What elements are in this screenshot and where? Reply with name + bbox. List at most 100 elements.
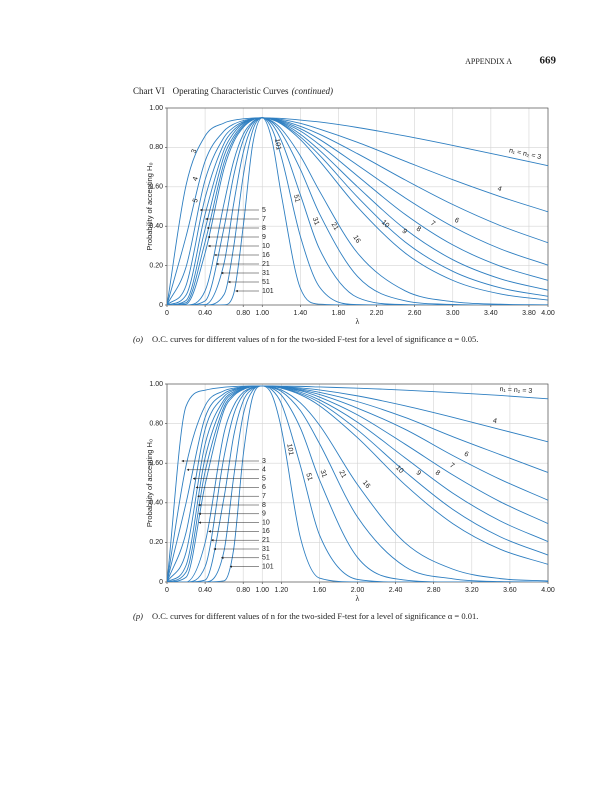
- y-tick-label: 0.80: [149, 420, 163, 427]
- curve-key-label: 21: [262, 261, 270, 268]
- y-tick-label: 1.00: [149, 381, 163, 388]
- heading-text: Operating Characteristic Curves: [173, 86, 289, 96]
- caption-label: (p): [133, 611, 143, 621]
- caption-label: (o): [133, 334, 143, 344]
- curve-key-label: 3: [262, 458, 266, 465]
- heading-label: Chart VI: [133, 86, 165, 96]
- x-tick-label: 3.80: [522, 310, 536, 317]
- x-tick-label: 1.00: [255, 310, 269, 317]
- heading-note: (continued): [292, 86, 333, 96]
- curve-label: 6: [463, 451, 470, 459]
- x-tick-label: 4.00: [541, 310, 555, 317]
- curve-label: 31: [318, 469, 327, 479]
- oc-curve: [167, 385, 548, 582]
- y-tick-label: 0.60: [149, 460, 163, 467]
- curve-key-label: 101: [262, 563, 274, 570]
- y-tick-label: 1.00: [149, 105, 163, 112]
- x-tick-label: 1.40: [294, 310, 308, 317]
- x-axis-label: λ: [356, 317, 360, 326]
- oc-curve: [167, 117, 548, 305]
- x-tick-label: 0: [165, 310, 169, 317]
- x-tick-label: 0: [165, 587, 169, 594]
- x-tick-label: 2.00: [351, 587, 365, 594]
- curve-label: 31: [311, 216, 320, 226]
- x-tick-label: 2.80: [427, 587, 441, 594]
- y-tick-label: 0.60: [149, 184, 163, 191]
- page-number: 669: [540, 55, 557, 67]
- curve-key-label: 8: [262, 225, 266, 232]
- curve-label: 16: [361, 479, 371, 490]
- curves: [167, 117, 548, 305]
- y-tick-label: 0.80: [149, 144, 163, 151]
- curve-key-label: 31: [262, 546, 270, 553]
- oc-curve: [167, 385, 548, 582]
- curve-key-label: 4: [262, 467, 266, 474]
- oc-curve: [167, 117, 548, 305]
- y-tick-label: 0.40: [149, 500, 163, 507]
- y-tick-label: 0: [159, 302, 163, 309]
- y-tick-label: 0.20: [149, 262, 163, 269]
- x-tick-label: 0.80: [236, 587, 250, 594]
- x-tick-label: 1.20: [274, 587, 288, 594]
- curve-key-label: 51: [262, 555, 270, 562]
- oc-curve: [167, 117, 548, 305]
- running-head: APPENDIX A: [465, 57, 512, 66]
- curve-label: 51: [292, 194, 301, 203]
- x-tick-label: 0.40: [198, 310, 212, 317]
- x-tick-label: 0.40: [198, 587, 212, 594]
- oc-curve: [167, 385, 548, 582]
- curve-label: 10: [380, 219, 391, 230]
- curve-key-label: 7: [262, 216, 266, 223]
- y-axis-label: Probability of accepting H₀: [145, 162, 154, 250]
- x-tick-label: 3.00: [446, 310, 460, 317]
- curve-label: 4: [492, 418, 498, 426]
- x-tick-label: 2.20: [370, 310, 384, 317]
- x-axis-label: λ: [356, 594, 360, 603]
- caption: O.C. curves for different values of n fo…: [152, 611, 478, 621]
- curve-key-label: 6: [262, 484, 266, 491]
- curve-label: 51: [304, 472, 313, 481]
- curve-key-label: 9: [262, 234, 266, 241]
- curve-key-label: 7: [262, 493, 266, 500]
- curve-key-label: 51: [262, 279, 270, 286]
- curve-label: n₁ = n₂ = 3: [499, 386, 532, 395]
- curve-label: 8: [415, 226, 422, 234]
- curve-label: 21: [337, 469, 347, 479]
- y-tick-label: 0: [159, 579, 163, 586]
- caption: O.C. curves for different values of n fo…: [152, 334, 478, 344]
- curve-key-label: 8: [262, 502, 266, 509]
- curve-key-label: 21: [262, 537, 270, 544]
- curve-key-label: 10: [262, 519, 270, 526]
- curve-key-label: 16: [262, 252, 270, 259]
- charts: 0 0.40 0.80 1.00 1.40 1.80 2.20 2.60 3.00 3.40 3.8…: [133, 105, 555, 621]
- curve-label: 9: [400, 228, 408, 236]
- chart-heading: Chart VI Operating Characteristic Curves(…: [133, 86, 333, 96]
- curve-key-label: 101: [262, 288, 274, 295]
- x-tick-label: 0.80: [236, 310, 250, 317]
- curve-label: 4: [192, 176, 200, 182]
- curve-label: 101: [285, 443, 294, 456]
- x-tick-label: 4.00: [541, 587, 555, 594]
- curve-key-label: 9: [262, 511, 266, 518]
- curve-label: 10: [394, 464, 405, 475]
- curve-key-label: 16: [262, 528, 270, 535]
- oc-curve: [167, 117, 548, 305]
- curve-label: 5: [192, 198, 200, 204]
- curve-label: 101: [273, 138, 282, 151]
- curve-key-label: 31: [262, 270, 270, 277]
- curve-key-label: 10: [262, 243, 270, 250]
- curve-label: 21: [329, 221, 339, 231]
- chart: 0 0.40 0.80 1.00 1.40 1.80 2.20 2.60 3.00 3.40 3.8…: [133, 105, 555, 344]
- y-axis-label: Probability of accepting H₀: [145, 439, 154, 527]
- x-tick-label: 3.60: [503, 587, 517, 594]
- oc-curve: [167, 117, 548, 305]
- x-tick-label: 2.40: [389, 587, 403, 594]
- chart: 0 0.40 0.80 1.00 1.20 1.60 2.00 2.40 2.80 3.20 3.6…: [133, 381, 555, 621]
- y-tick-label: 0.40: [149, 223, 163, 230]
- curve-label: 3: [191, 148, 199, 154]
- curve-label: 7: [448, 462, 455, 470]
- y-tick-label: 0.20: [149, 539, 163, 546]
- curve-label: 6: [453, 217, 460, 225]
